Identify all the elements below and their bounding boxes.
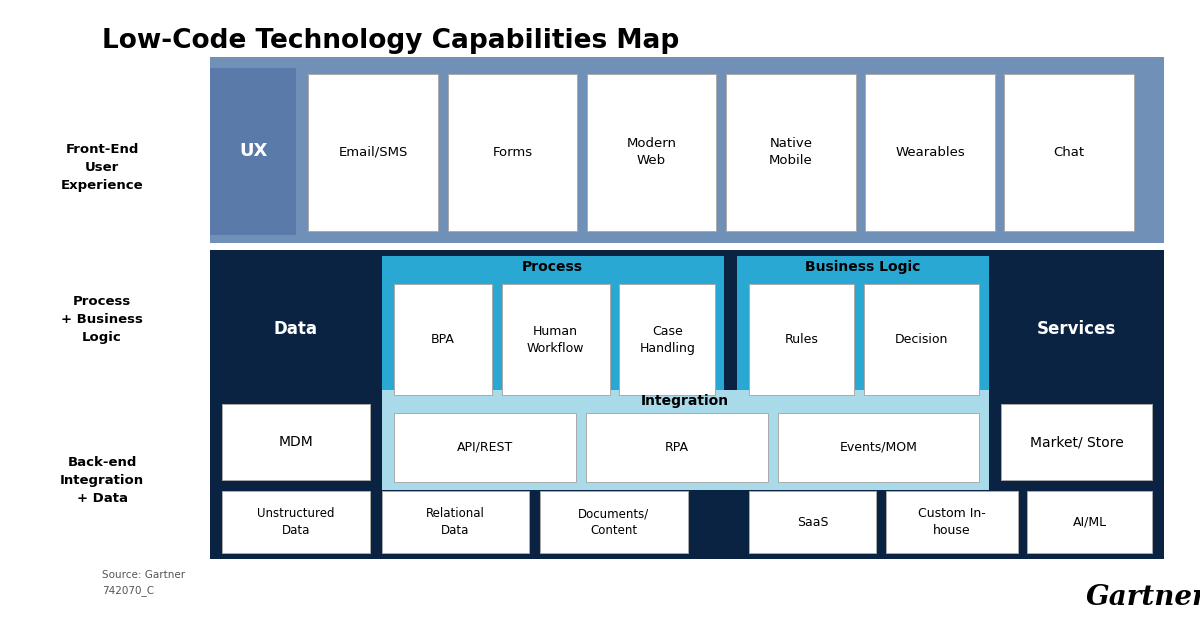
Text: Back-end
Integration
+ Data: Back-end Integration + Data — [60, 456, 144, 505]
Bar — [210, 250, 1164, 559]
Text: Native
Mobile: Native Mobile — [769, 137, 812, 167]
Bar — [1004, 74, 1134, 231]
Text: Data: Data — [274, 320, 318, 337]
Text: Process: Process — [522, 260, 583, 274]
Bar — [382, 491, 529, 553]
Text: Relational
Data: Relational Data — [426, 507, 485, 537]
Text: AI/ML: AI/ML — [1073, 516, 1106, 528]
Text: Wearables: Wearables — [895, 146, 965, 159]
Text: BPA: BPA — [431, 333, 455, 346]
Text: MDM: MDM — [278, 435, 313, 449]
Text: Documents/
Content: Documents/ Content — [578, 507, 649, 537]
Text: Case
Handling: Case Handling — [640, 325, 695, 355]
Bar — [587, 74, 716, 231]
Bar — [1001, 404, 1152, 480]
Text: Events/MOM: Events/MOM — [840, 441, 917, 454]
Text: Integration: Integration — [641, 394, 730, 408]
Text: 742070_C: 742070_C — [102, 585, 154, 595]
Bar — [619, 284, 715, 395]
Text: Email/SMS: Email/SMS — [338, 146, 408, 159]
Text: Decision: Decision — [895, 333, 948, 346]
Text: Gartner.: Gartner. — [1086, 584, 1200, 611]
Bar — [308, 74, 438, 231]
Text: Front-End
User
Experience: Front-End User Experience — [61, 143, 143, 192]
Bar — [210, 68, 296, 235]
Bar — [778, 413, 979, 482]
Bar — [1027, 491, 1152, 553]
Text: Process
+ Business
Logic: Process + Business Logic — [61, 295, 143, 344]
Bar — [222, 404, 370, 480]
Bar — [586, 413, 768, 482]
Bar — [1001, 262, 1152, 395]
Bar — [886, 491, 1018, 553]
Text: Source: Gartner: Source: Gartner — [102, 570, 185, 580]
Bar — [382, 390, 989, 490]
Bar — [749, 284, 854, 395]
Text: Human
Workflow: Human Workflow — [527, 325, 584, 355]
Bar — [222, 491, 370, 553]
Text: API/REST: API/REST — [457, 441, 512, 454]
Text: Chat: Chat — [1054, 146, 1085, 159]
Bar — [864, 284, 979, 395]
Text: Business Logic: Business Logic — [805, 260, 920, 274]
Text: Services: Services — [1037, 320, 1116, 337]
Text: Modern
Web: Modern Web — [626, 137, 677, 167]
Text: Market/ Store: Market/ Store — [1030, 435, 1123, 449]
Bar — [448, 74, 577, 231]
Bar — [502, 284, 610, 395]
Bar — [749, 491, 876, 553]
Bar — [726, 74, 856, 231]
Text: Rules: Rules — [785, 333, 818, 346]
Bar — [222, 262, 370, 395]
Text: UX: UX — [239, 142, 268, 161]
Text: Custom In-
house: Custom In- house — [918, 507, 985, 537]
Text: Low-Code Technology Capabilities Map: Low-Code Technology Capabilities Map — [102, 28, 679, 54]
Bar — [394, 413, 576, 482]
Text: Unstructured
Data: Unstructured Data — [257, 507, 335, 537]
Bar — [210, 57, 1164, 243]
Text: SaaS: SaaS — [797, 516, 828, 528]
Bar — [540, 491, 688, 553]
Bar — [382, 256, 724, 404]
Text: Forms: Forms — [492, 146, 533, 159]
Bar — [865, 74, 995, 231]
Bar — [394, 284, 492, 395]
Bar — [737, 256, 989, 404]
Text: RPA: RPA — [665, 441, 689, 454]
